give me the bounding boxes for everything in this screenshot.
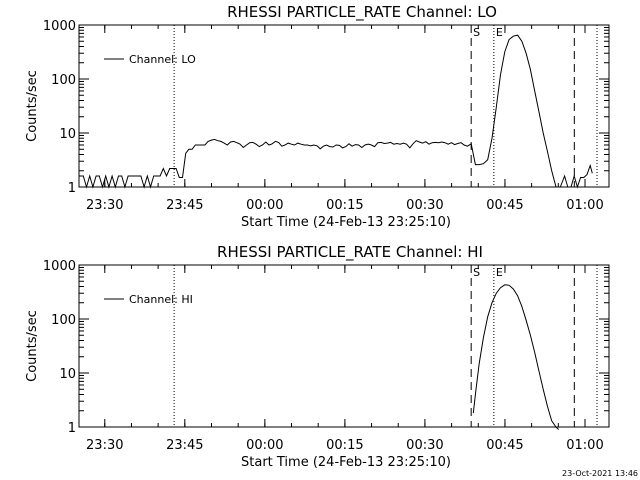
x-tick-label: 00:30 — [406, 438, 443, 453]
vline-label: E — [496, 266, 503, 279]
y-ticks: 1 10 100 1000 — [43, 259, 609, 436]
plot-frame — [78, 24, 610, 188]
y-tick-label: 10 — [59, 367, 76, 382]
x-tick-label: 00:00 — [246, 438, 283, 453]
vline-label: S — [473, 26, 480, 39]
y-tick-label: 1 — [68, 421, 76, 436]
y-tick-label: 10 — [59, 127, 76, 142]
x-tick-label: 23:30 — [86, 198, 123, 213]
x-tick-label: 00:45 — [486, 438, 523, 453]
y-axis-label: Counts/sec — [25, 70, 40, 142]
x-tick-label: 23:45 — [166, 198, 203, 213]
x-tick-label: 23:30 — [86, 438, 123, 453]
x-axis-label: Start Time (24-Feb-13 23:25:10) — [241, 455, 451, 470]
x-tick-label: 01:00 — [566, 438, 603, 453]
x-tick-label: 00:15 — [326, 438, 363, 453]
panel-lo: RHESSI PARTICLE_RATE Channel: LO 23:30 23… — [25, 3, 610, 230]
x-axis-label: Start Time (24-Feb-13 23:25:10) — [241, 215, 451, 230]
vline-label: S — [473, 266, 480, 279]
x-tick-label: 00:45 — [486, 198, 523, 213]
panel-hi: RHESSI PARTICLE_RATE Channel: HI 23:30 23… — [25, 243, 610, 470]
legend-label: Channel: LO — [129, 53, 196, 66]
legend-label: Channel: HI — [129, 293, 193, 306]
y-tick-label: 1 — [68, 181, 76, 196]
data-line — [79, 34, 593, 189]
plot-frame — [78, 264, 610, 428]
y-tick-label: 1000 — [43, 259, 76, 274]
x-tick-label: 00:15 — [326, 198, 363, 213]
x-tick-label: 00:00 — [246, 198, 283, 213]
x-tick-label: 01:00 — [566, 198, 603, 213]
x-tick-label: 00:30 — [406, 198, 443, 213]
chart-title: RHESSI PARTICLE_RATE Channel: LO — [227, 3, 497, 22]
vline-label: E — [496, 26, 503, 39]
x-ticks: 23:30 23:45 00:00 00:15 00:30 00:45 01:00 — [86, 265, 604, 453]
data-line — [472, 284, 560, 430]
y-tick-label: 1000 — [43, 19, 76, 34]
footer-timestamp: 23-Oct-2021 13:46 — [562, 469, 638, 478]
y-tick-label: 100 — [51, 313, 76, 328]
chart-title: RHESSI PARTICLE_RATE Channel: HI — [217, 243, 483, 262]
y-ticks: 1 10 100 1000 — [43, 19, 609, 196]
y-tick-label: 100 — [51, 73, 76, 88]
y-axis-label: Counts/sec — [25, 310, 40, 382]
x-tick-label: 23:45 — [166, 438, 203, 453]
x-ticks: 23:30 23:45 00:00 00:15 00:30 00:45 01:00 — [86, 25, 604, 213]
